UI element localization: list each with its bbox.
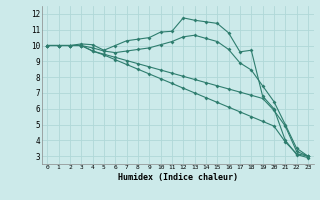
X-axis label: Humidex (Indice chaleur): Humidex (Indice chaleur) bbox=[118, 173, 237, 182]
